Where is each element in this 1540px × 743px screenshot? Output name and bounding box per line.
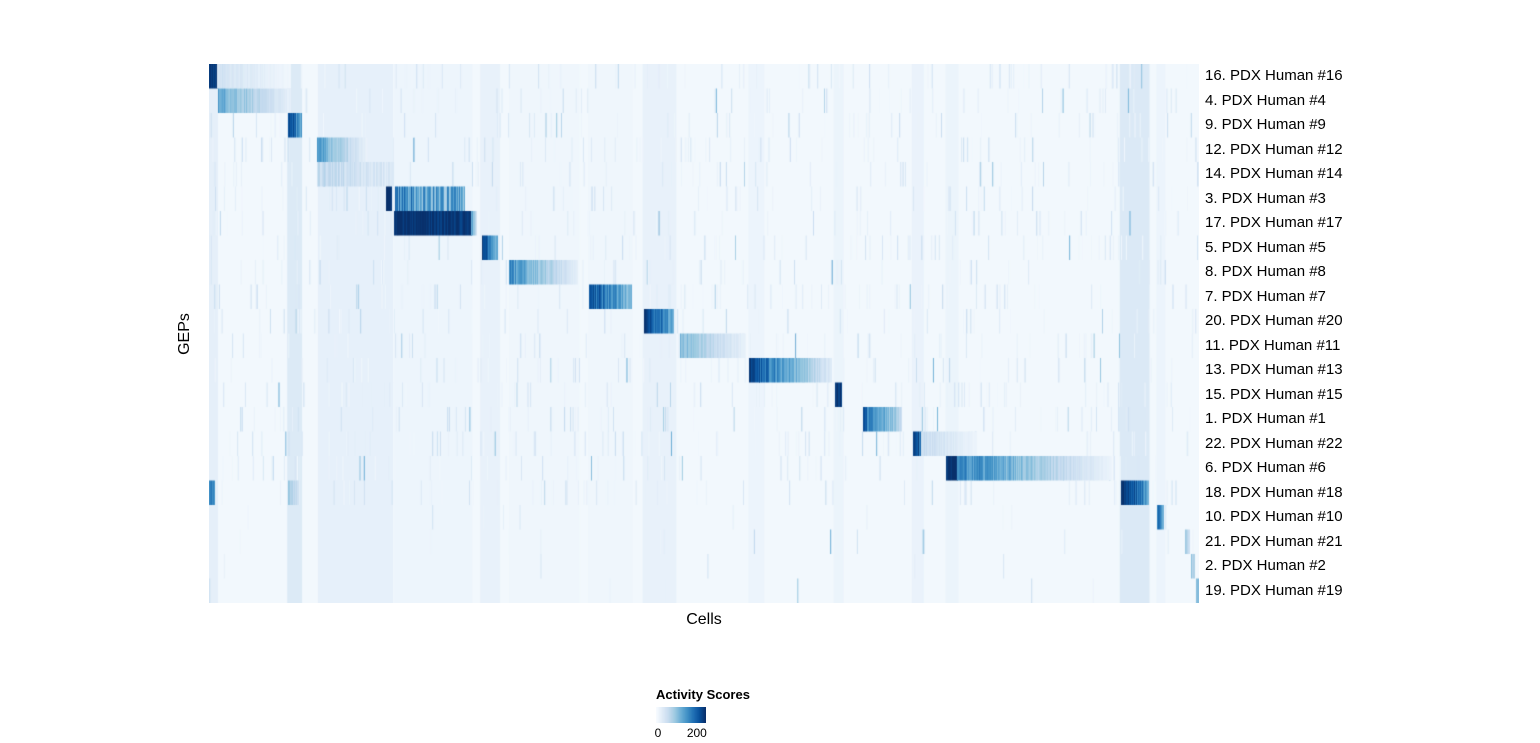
legend-tick-max: 200	[686, 726, 707, 740]
x-axis-label: Cells	[686, 611, 722, 628]
legend-title: Activity Scores	[656, 687, 750, 702]
row-label: 17. PDX Human #17	[1205, 214, 1343, 231]
row-label: 9. PDX Human #9	[1205, 116, 1326, 133]
legend-ticks: 0 200	[654, 726, 750, 740]
row-label: 4. PDX Human #4	[1205, 91, 1326, 109]
row-label: 5. PDX Human #5	[1205, 238, 1326, 256]
row-label: 20. PDX Human #20	[1205, 312, 1343, 329]
row-label: 11. PDX Human #11	[1205, 336, 1341, 354]
row-label: 7. PDX Human #7	[1205, 287, 1326, 305]
row-label: 3. PDX Human #3	[1205, 189, 1326, 207]
row-label: 16. PDX Human #16	[1205, 67, 1343, 84]
row-label: 14. PDX Human #14	[1205, 165, 1343, 182]
row-label: 13. PDX Human #13	[1205, 361, 1343, 378]
y-axis-label-wrap: GEPs	[164, 64, 206, 603]
row-label: 10. PDX Human #10	[1205, 508, 1343, 525]
row-label: 18. PDX Human #18	[1205, 483, 1343, 501]
row-label: 19. PDX Human #19	[1205, 581, 1343, 599]
row-label: 1. PDX Human #1	[1205, 410, 1326, 427]
row-label: 8. PDX Human #8	[1205, 263, 1326, 280]
row-label: 6. PDX Human #6	[1205, 459, 1326, 476]
row-label: 22. PDX Human #22	[1205, 434, 1343, 452]
row-label: 12. PDX Human #12	[1205, 140, 1343, 158]
y-axis-label: GEPs	[175, 312, 193, 355]
row-label: 2. PDX Human #2	[1205, 557, 1326, 574]
row-label: 21. PDX Human #21	[1205, 532, 1343, 550]
colorbar-canvas	[656, 707, 706, 723]
legend-tick-min: 0	[654, 726, 662, 740]
heatmap-canvas	[209, 64, 1199, 603]
row-label: 15. PDX Human #15	[1205, 385, 1343, 403]
legend: Activity Scores 0 200	[654, 687, 750, 740]
